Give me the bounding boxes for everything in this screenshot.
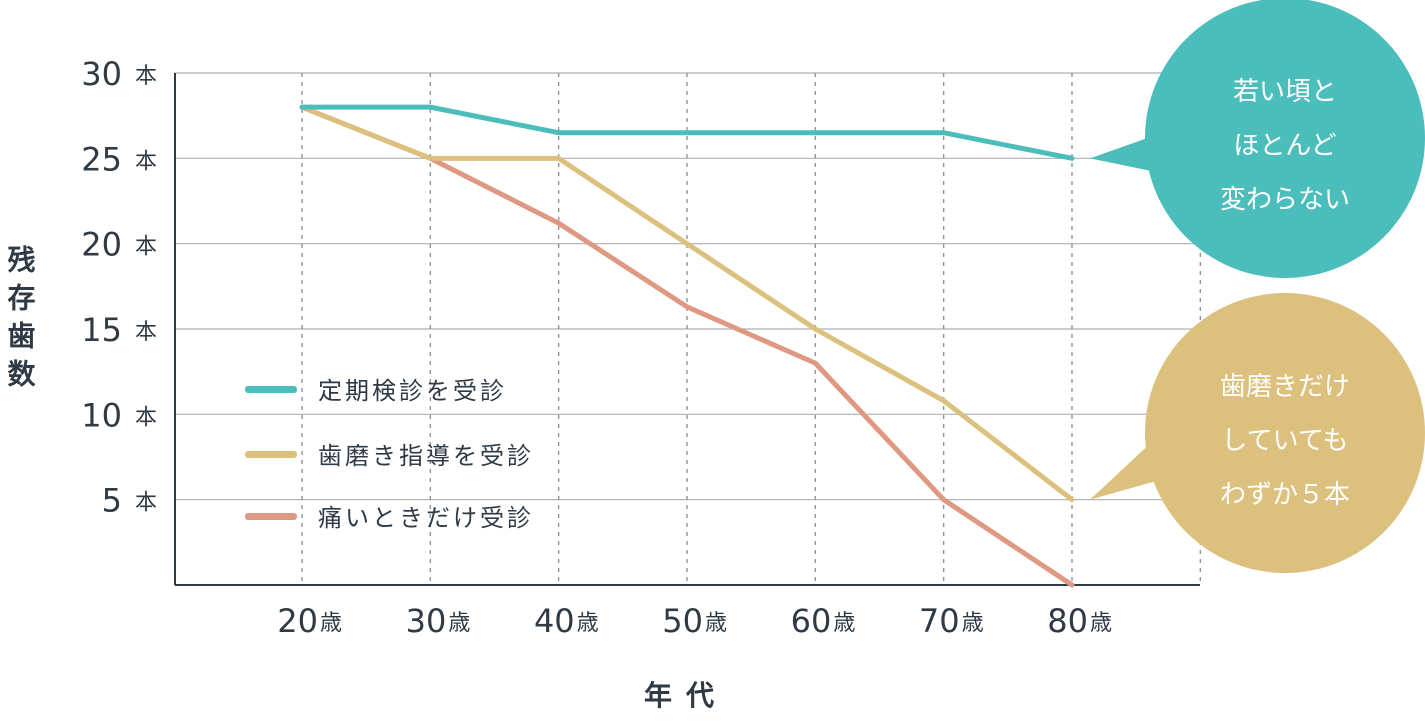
x-tick-unit: 歳 bbox=[705, 611, 727, 636]
x-tick-label: 30 bbox=[406, 602, 447, 640]
legend-label: 歯磨き指導を受診 bbox=[318, 442, 534, 470]
series-line bbox=[299, 104, 1075, 161]
y-tick-label: 20 bbox=[81, 226, 122, 264]
x-tick-label: 40 bbox=[534, 602, 575, 640]
x-tick-label: 50 bbox=[662, 602, 703, 640]
x-tick-label: 70 bbox=[919, 602, 960, 640]
series-line bbox=[299, 104, 1075, 503]
y-tick-unit: 本 bbox=[135, 320, 157, 345]
x-tick-unit: 歳 bbox=[320, 611, 342, 636]
legend-swatch bbox=[245, 513, 297, 520]
y-tick-unit: 本 bbox=[135, 491, 157, 516]
y-tick-unit: 本 bbox=[135, 149, 157, 174]
callout-text: ほとんど bbox=[1233, 131, 1336, 161]
x-tick-unit: 歳 bbox=[962, 611, 984, 636]
x-tick-unit: 歳 bbox=[448, 611, 470, 636]
callout-text: していても bbox=[1221, 426, 1348, 456]
y-tick-unit: 本 bbox=[135, 64, 157, 89]
legend-label: 痛いときだけ受診 bbox=[318, 504, 534, 532]
x-tick-unit: 歳 bbox=[1090, 611, 1112, 636]
y-tick-label: 5 bbox=[102, 482, 122, 520]
y-axis-title: 残存歯数 bbox=[4, 245, 37, 397]
y-tick-unit: 本 bbox=[135, 235, 157, 260]
y-tick-unit: 本 bbox=[135, 405, 157, 430]
y-tick-label: 10 bbox=[81, 396, 122, 434]
legend-label: 定期検診を受診 bbox=[318, 377, 507, 405]
legend-swatch bbox=[245, 451, 297, 458]
x-tick-unit: 歳 bbox=[577, 611, 599, 636]
x-tick-label: 20 bbox=[277, 602, 318, 640]
x-axis-title: 年代 bbox=[644, 679, 728, 712]
y-tick-label: 30 bbox=[81, 55, 122, 93]
x-tick-label: 60 bbox=[791, 602, 832, 640]
callout-text: 変わらない bbox=[1220, 185, 1350, 215]
y-tick-label: 25 bbox=[81, 140, 122, 178]
y-tick-label: 15 bbox=[81, 311, 122, 349]
callout-text: 若い頃と bbox=[1233, 77, 1337, 107]
callout-text: わずか５本 bbox=[1220, 480, 1350, 510]
callout-text: 歯磨きだけ bbox=[1220, 372, 1350, 402]
x-tick-unit: 歳 bbox=[833, 611, 855, 636]
callout-bubble bbox=[1145, 0, 1425, 278]
x-tick-label: 80 bbox=[1047, 602, 1088, 640]
legend-swatch bbox=[245, 386, 297, 393]
callout-bubble bbox=[1145, 293, 1425, 573]
